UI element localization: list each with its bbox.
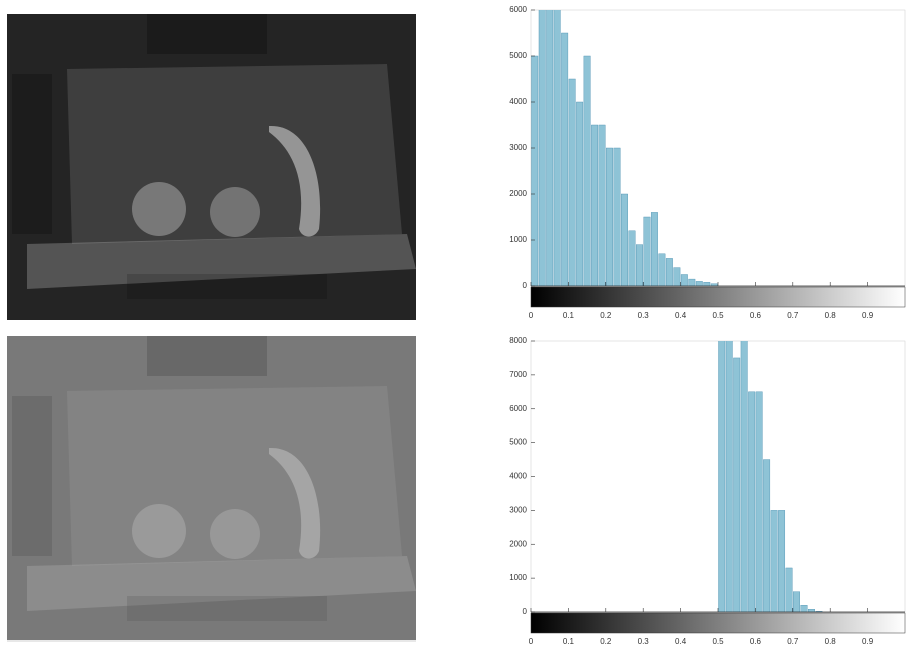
y-tick-label: 0 [523, 281, 528, 290]
x-tick-label: 0.7 [787, 311, 799, 320]
y-tick-label: 3000 [509, 143, 527, 152]
y-tick-label: 2000 [509, 189, 527, 198]
colorbar [531, 287, 905, 307]
bar [666, 258, 672, 286]
x-tick-label: 0.6 [750, 311, 762, 320]
bar [576, 102, 582, 286]
bar [561, 33, 567, 286]
x-tick-label: 0.4 [675, 311, 687, 320]
bar [539, 0, 545, 286]
x-tick-label: 0.5 [712, 311, 724, 320]
y-tick-label: 1000 [509, 573, 527, 582]
y-tick-label: 4000 [509, 97, 527, 106]
bar [554, 0, 560, 286]
bar [786, 568, 792, 612]
bar [778, 510, 784, 612]
bar [584, 56, 590, 286]
x-tick-label: 0.5 [712, 637, 724, 646]
x-tick-label: 0.3 [638, 311, 650, 320]
image-original [7, 14, 416, 320]
histogram-chart: 0 1000 2000 3000 4000 5000 6000 0 0.1 0.2 0.3 0.4 0.… [509, 0, 905, 320]
bar [569, 79, 575, 286]
bar [614, 148, 620, 286]
bar [644, 217, 650, 286]
bar [532, 56, 538, 286]
bar [629, 231, 635, 286]
bar [726, 307, 732, 612]
x-tick-label: 0.2 [600, 637, 612, 646]
x-tick-label: 0.9 [862, 311, 874, 320]
y-tick-label: 3000 [509, 505, 527, 514]
x-tick-label: 0.1 [563, 311, 575, 320]
bar [733, 358, 739, 612]
bar [696, 281, 702, 286]
y-tick-label: 8000 [509, 336, 527, 345]
bar [756, 392, 762, 612]
bar [808, 609, 814, 612]
x-tick-label: 0.2 [600, 311, 612, 320]
y-tick-label: 6000 [509, 404, 527, 413]
y-tick-label: 0 [523, 607, 528, 616]
plot-area [531, 341, 905, 612]
x-tick-label: 0 [529, 311, 534, 320]
y-tick-label: 6000 [509, 5, 527, 14]
bar [546, 0, 552, 286]
x-tick-label: 0.3 [638, 637, 650, 646]
bar [704, 282, 710, 286]
y-tick-label: 5000 [509, 438, 527, 447]
bar [651, 212, 657, 286]
x-tick-label: 0.6 [750, 637, 762, 646]
bar [719, 307, 725, 612]
bar [681, 275, 687, 287]
colorbar [531, 613, 905, 633]
page: {"chart_data": [ {"type": "histogram", "… [0, 0, 906, 651]
image-adjusted [7, 336, 416, 642]
y-tick-label: 7000 [509, 370, 527, 379]
bar [591, 125, 597, 286]
x-tick-label: 0.4 [675, 637, 687, 646]
x-tick-label: 0.7 [787, 637, 799, 646]
bar [748, 392, 754, 612]
x-tick-label: 0.8 [825, 637, 837, 646]
y-tick-label: 2000 [509, 539, 527, 548]
y-tick-label: 4000 [509, 472, 527, 481]
x-tick-label: 0 [529, 637, 534, 646]
bar [599, 125, 605, 286]
bar [636, 245, 642, 286]
bar [741, 324, 747, 612]
screen: 0 1000 2000 3000 4000 5000 6000 0 0.1 0.2 0.3 0.4 0.… [0, 0, 906, 646]
bar [801, 605, 807, 612]
y-tick-label: 5000 [509, 51, 527, 60]
bar [621, 194, 627, 286]
x-tick-label: 0.9 [862, 637, 874, 646]
bar [606, 148, 612, 286]
y-tick-label: 1000 [509, 235, 527, 244]
bar [689, 279, 695, 286]
bar [763, 460, 769, 612]
bar [674, 268, 680, 286]
bar [793, 592, 799, 612]
histogram-chart: 0 1000 2000 3000 4000 5000 6000 7000 8000 0 0.1 0.2… [509, 307, 905, 646]
bar [771, 510, 777, 612]
x-tick-label: 0.8 [825, 311, 837, 320]
x-tick-label: 0.1 [563, 637, 575, 646]
bar [659, 254, 665, 286]
